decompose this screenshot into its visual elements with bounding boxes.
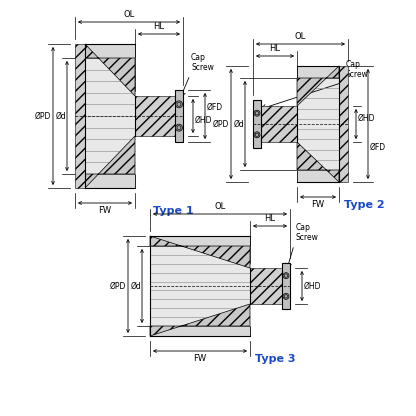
- Circle shape: [285, 295, 287, 298]
- Circle shape: [255, 133, 259, 136]
- Bar: [150, 326, 250, 336]
- Bar: [297, 170, 339, 182]
- Bar: [85, 44, 135, 58]
- Text: ØFD: ØFD: [207, 102, 223, 111]
- Bar: [85, 58, 135, 174]
- Text: OL: OL: [124, 10, 135, 19]
- Bar: [75, 44, 85, 188]
- Text: Cap
Screw: Cap Screw: [191, 52, 214, 72]
- Text: Ød: Ød: [233, 119, 244, 129]
- Text: Ød: Ød: [130, 282, 141, 290]
- Bar: [175, 90, 183, 142]
- Text: FW: FW: [99, 206, 111, 215]
- Circle shape: [177, 102, 181, 106]
- Text: HL: HL: [270, 44, 280, 53]
- Circle shape: [283, 272, 289, 279]
- Text: ØHD: ØHD: [304, 282, 322, 290]
- Polygon shape: [150, 236, 250, 268]
- Bar: [253, 100, 261, 148]
- Text: ØPD: ØPD: [110, 282, 126, 290]
- Bar: [150, 246, 250, 326]
- Bar: [297, 66, 339, 78]
- Text: FW: FW: [312, 200, 324, 209]
- Bar: [297, 78, 339, 170]
- Polygon shape: [297, 142, 339, 182]
- Text: FW: FW: [193, 354, 207, 363]
- Circle shape: [254, 132, 260, 138]
- Bar: [150, 236, 250, 246]
- Text: HL: HL: [154, 22, 164, 31]
- Polygon shape: [150, 304, 250, 336]
- Bar: [261, 106, 297, 142]
- Bar: [250, 268, 282, 304]
- Text: Cap
Screw: Cap Screw: [296, 223, 319, 242]
- Polygon shape: [85, 136, 135, 188]
- Text: Cap
Screw: Cap Screw: [346, 59, 369, 79]
- Text: OL: OL: [295, 32, 306, 41]
- Text: Type 2: Type 2: [344, 200, 385, 210]
- Bar: [282, 263, 290, 309]
- Circle shape: [177, 126, 181, 130]
- Text: ØHD: ØHD: [195, 116, 213, 124]
- Bar: [135, 96, 175, 136]
- Polygon shape: [297, 66, 339, 106]
- Bar: [85, 174, 135, 188]
- Bar: [339, 66, 348, 182]
- Text: Type 1: Type 1: [153, 206, 193, 216]
- Text: OL: OL: [214, 202, 225, 211]
- Polygon shape: [85, 44, 135, 96]
- Text: ØHD: ØHD: [358, 114, 376, 123]
- Text: ØPD: ØPD: [35, 111, 51, 121]
- Text: ØFD: ØFD: [370, 143, 386, 152]
- Circle shape: [176, 124, 183, 131]
- Circle shape: [254, 110, 260, 116]
- Circle shape: [255, 111, 259, 115]
- Text: Type 3: Type 3: [255, 354, 295, 364]
- Circle shape: [176, 101, 183, 108]
- Text: Ød: Ød: [55, 111, 66, 121]
- Circle shape: [285, 274, 287, 277]
- Text: ØPD: ØPD: [213, 119, 229, 129]
- Text: HL: HL: [265, 214, 275, 223]
- Circle shape: [283, 293, 289, 300]
